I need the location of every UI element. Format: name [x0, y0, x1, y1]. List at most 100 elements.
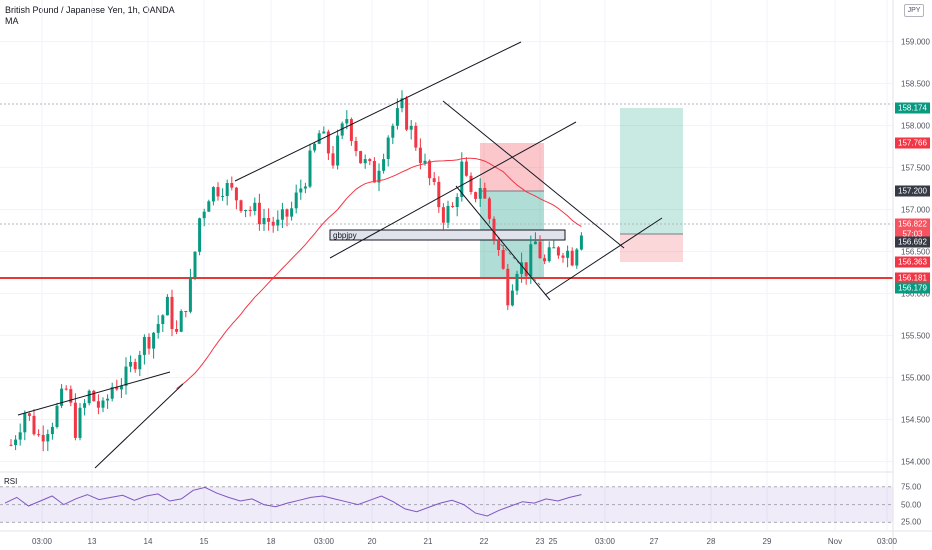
trendline: [455, 185, 551, 301]
position-zones: gbpjpy: [0, 103, 893, 286]
y-tick-label: 157.500: [901, 163, 930, 173]
candle-body: [363, 159, 367, 164]
candle-body: [515, 273, 519, 291]
candle-body: [349, 119, 353, 141]
candle-body: [478, 188, 482, 199]
price-label: 156.822: [895, 218, 930, 230]
price-label: 156.363: [895, 256, 930, 268]
candle-body: [161, 315, 165, 324]
indicator-label[interactable]: MA: [5, 16, 19, 26]
candle-body: [543, 258, 547, 262]
candle-body: [285, 209, 289, 217]
candle-body: [119, 385, 123, 390]
candle-body: [230, 183, 234, 188]
candle-body: [395, 108, 399, 126]
candle-body: [69, 389, 73, 403]
candle-body: [46, 434, 50, 442]
candle-body: [368, 159, 372, 161]
candle-body: [455, 197, 459, 207]
candle-body: [409, 125, 413, 130]
x-tick-label: 29: [762, 537, 772, 546]
candle-body: [377, 170, 381, 183]
candle-body: [280, 209, 284, 220]
x-tick-label: 25: [548, 537, 558, 546]
rsi-tick-label: 25.00: [901, 517, 922, 527]
moving-average-line: [176, 157, 582, 390]
candle-body: [326, 131, 330, 154]
candle-body: [391, 125, 395, 138]
stop-zone: [620, 234, 683, 262]
candle-body: [437, 181, 441, 208]
candle-body: [147, 337, 151, 349]
candle-body: [78, 407, 82, 438]
symbol-title[interactable]: British Pound / Japanese Yen, 1h, OANDA: [5, 5, 175, 15]
candle-body: [423, 160, 427, 163]
y-tick-label: 158.000: [901, 121, 930, 131]
candle-body: [83, 403, 87, 408]
candle-body: [294, 192, 298, 209]
rsi-label[interactable]: RSI: [4, 477, 18, 486]
price-label: 157.766: [895, 137, 930, 149]
candle-body: [244, 210, 248, 211]
candle-body: [262, 218, 266, 225]
candle-body: [464, 161, 468, 176]
x-tick-label: 03:00: [31, 537, 53, 546]
y-tick-label: 156.000: [901, 289, 930, 299]
candle-body: [202, 211, 206, 219]
candle-body: [487, 198, 491, 219]
y-tick-label: 154.000: [901, 457, 930, 467]
x-tick-label: 27: [649, 537, 659, 546]
y-tick-label: 154.500: [901, 415, 930, 425]
chart-header: British Pound / Japanese Yen, 1h, OANDA …: [5, 5, 175, 27]
candle-body: [253, 202, 257, 211]
candle-body: [538, 241, 542, 259]
candle-body: [179, 311, 183, 332]
candle-body: [524, 262, 528, 277]
trendline: [234, 41, 522, 182]
candle-body: [9, 444, 13, 446]
rsi-panel: [0, 471, 893, 523]
candle-body: [533, 241, 537, 245]
y-tick-label: 155.500: [901, 331, 930, 341]
candle-body: [446, 206, 450, 223]
x-tick-label: 18: [266, 537, 276, 546]
trendline-drawings: [17, 41, 663, 469]
stop-zone: [480, 143, 544, 191]
target-zone: [620, 108, 683, 234]
candle-body: [506, 268, 510, 306]
candle-body: [115, 387, 119, 390]
candle-body: [73, 402, 77, 438]
candle-body: [55, 405, 59, 427]
candle-body: [41, 435, 45, 442]
candle-body: [317, 133, 321, 144]
candle-body: [313, 143, 317, 151]
y-tick-label: 158.500: [901, 79, 930, 89]
candle-body: [101, 400, 105, 408]
candle-body: [124, 366, 128, 386]
candle-body: [27, 413, 31, 416]
candle-body: [165, 296, 169, 316]
candle-body: [336, 135, 340, 166]
currency-badge[interactable]: JPY: [904, 4, 924, 17]
trendline: [442, 100, 625, 249]
x-tick-label: 20: [367, 537, 377, 546]
candle-body: [501, 250, 505, 269]
candle-body: [267, 218, 271, 222]
candle-body: [308, 150, 312, 187]
candle-body: [460, 161, 464, 197]
candle-body: [322, 131, 326, 134]
x-tick-label: 03:00: [876, 537, 898, 546]
candle-body: [64, 388, 68, 390]
candle-body: [188, 277, 192, 312]
price-label: 156.179: [895, 282, 930, 294]
candle-body: [382, 159, 386, 171]
x-tick-label: 23: [535, 537, 545, 546]
candle-body: [225, 183, 229, 196]
x-tick-label: 13: [87, 537, 97, 546]
price-label: 158.174: [895, 102, 930, 114]
candle-body: [175, 329, 179, 332]
candle-body: [248, 210, 252, 211]
candle-body: [23, 413, 27, 433]
